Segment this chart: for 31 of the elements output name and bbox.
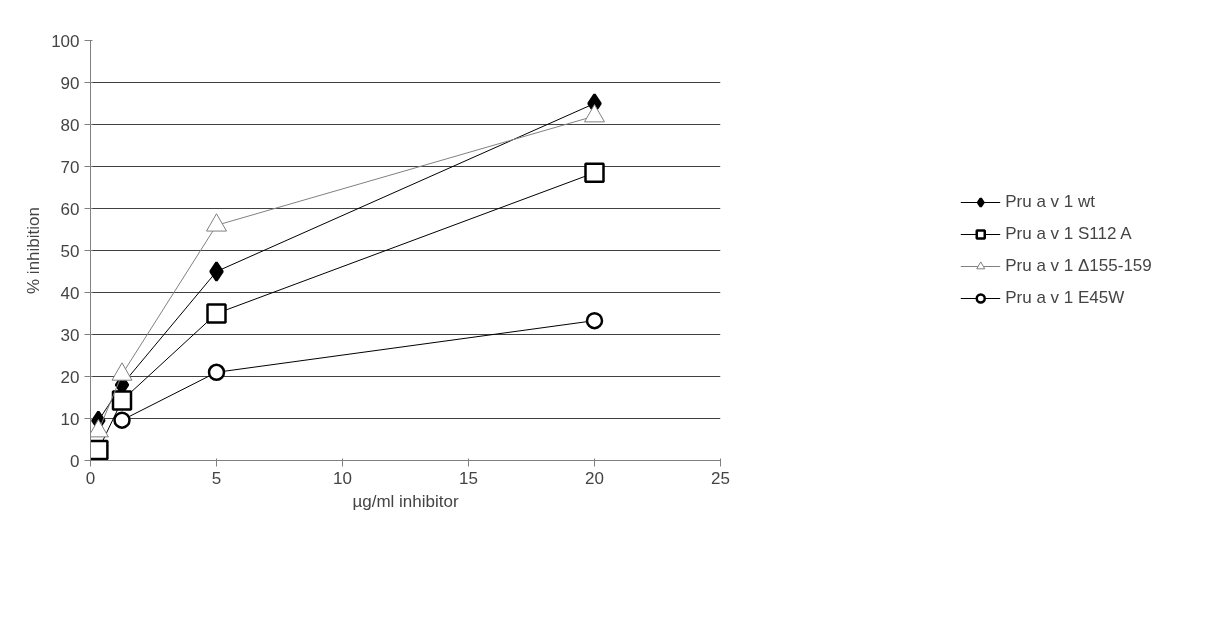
y-tick-label: 30 [60,325,80,345]
y-tick-label: 70 [60,157,80,177]
legend-label: Pru a v 1 wt [1005,192,1096,212]
y-tick-label: 100 [51,31,80,51]
point [207,363,226,382]
legend-label: Pru a v 1 S112 A [1005,224,1132,244]
y-tick-label: 80 [60,115,80,135]
point [206,303,227,324]
point [209,261,224,282]
x-tick-label: 25 [711,468,730,488]
x-tick-label: 10 [333,468,352,488]
point [113,411,131,429]
y-tick-label: 0 [70,451,80,471]
x-tick-label: 5 [211,468,222,488]
point [584,162,605,184]
point [90,439,109,461]
y-tick-label: 40 [60,283,80,303]
point [585,311,604,330]
y-tick-label: 90 [60,73,80,93]
legend-label: Pru a v 1 E45W [1005,288,1125,308]
y-tick-label: 60 [60,199,80,219]
y-tick-label: 20 [60,367,80,387]
x-tick-label: 20 [585,468,604,488]
x-axis-title: µg/ml inhibitor [352,491,459,511]
y-tick-label: 50 [60,241,80,261]
legend-label: Pru a v 1 Δ155-159 [1005,256,1152,276]
y-tick-label: 10 [60,409,80,429]
point [111,390,133,411]
y-axis-title: % inhibition [24,207,44,294]
x-tick-label: 15 [459,468,478,488]
x-tick-label: 0 [85,468,96,488]
